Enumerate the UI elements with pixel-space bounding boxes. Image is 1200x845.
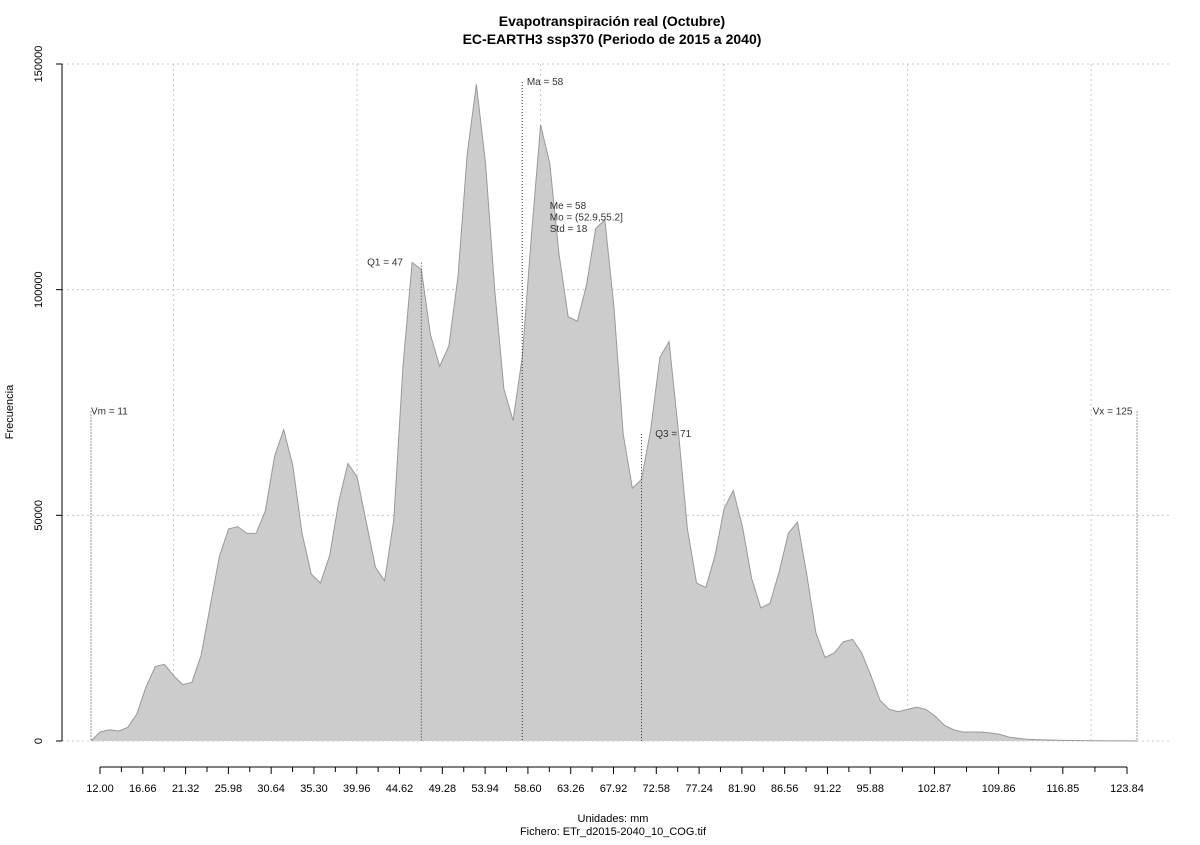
y-tick-label: 0: [33, 738, 45, 744]
x-tick-label: 30.64: [257, 783, 285, 795]
x-tick-label: 63.26: [557, 783, 585, 795]
x-tick-label: 12.00: [86, 783, 114, 795]
y-axis: 0 50000 100000 150000: [33, 46, 63, 744]
x-tick-label: 109.86: [982, 783, 1016, 795]
x-tick-label: 72.58: [643, 783, 671, 795]
x-tick-label: 53.94: [471, 783, 499, 795]
annotation-label: Vm = 11: [91, 407, 128, 418]
x-axis-label: Unidades: mm: [578, 813, 649, 825]
x-tick-label: 49.28: [429, 783, 457, 795]
x-tick-label: 81.90: [728, 783, 756, 795]
annotation-label: Vx = 125: [1093, 407, 1133, 418]
x-tick-label: 35.30: [300, 783, 328, 795]
stats-line: Std = 18: [550, 224, 588, 235]
x-axis: 12.00 16.66 21.32 25.98 30.64 35.30 39.96 44.62…: [86, 766, 1144, 795]
y-tick-label: 150000: [33, 46, 45, 83]
chart-subtitle: EC-EARTH3 ssp370 (Periodo de 2015 a 2040…: [463, 31, 762, 47]
stats-line: Me = 58: [550, 201, 587, 212]
frequency-area: [91, 84, 1137, 741]
x-tick-label: 39.96: [343, 783, 371, 795]
x-tick-label: 16.66: [129, 783, 157, 795]
chart-title: Evapotranspiración real (Octubre): [499, 13, 725, 29]
stats-line: Mo = (52.9,55.2]: [550, 213, 623, 224]
area-series: [90, 84, 1138, 742]
x-tick-label: 95.88: [856, 783, 884, 795]
x-tick-label: 58.60: [514, 783, 542, 795]
x-tick-label: 91.22: [814, 783, 842, 795]
annotation-label: Ma = 58: [527, 77, 564, 88]
y-tick-label: 100000: [33, 271, 45, 308]
y-tick-label: 50000: [33, 500, 45, 531]
frequency-outline: [90, 84, 1138, 742]
x-tick-label: 123.84: [1110, 783, 1144, 795]
x-tick-label: 44.62: [386, 783, 414, 795]
x-tick-label: 102.87: [918, 783, 952, 795]
x-tick-label: 25.98: [215, 783, 243, 795]
x-tick-label: 67.92: [600, 783, 628, 795]
x-tick-label: 86.56: [771, 783, 799, 795]
annotation-label: Q1 = 47: [367, 258, 403, 269]
annotations: Vm = 11 Q1 = 47 Ma = 58 Q3 = 71 Vx = 125: [90, 77, 1138, 741]
x-tick-label: 77.24: [685, 783, 713, 795]
file-footer: Fichero: ETr_d2015-2040_10_COG.tif: [520, 826, 707, 838]
x-tick-label: 116.85: [1046, 783, 1079, 795]
x-tick-label: 21.32: [172, 783, 200, 795]
y-axis-label: Frecuencia: [4, 384, 16, 439]
annotation-label: Q3 = 71: [655, 429, 691, 440]
